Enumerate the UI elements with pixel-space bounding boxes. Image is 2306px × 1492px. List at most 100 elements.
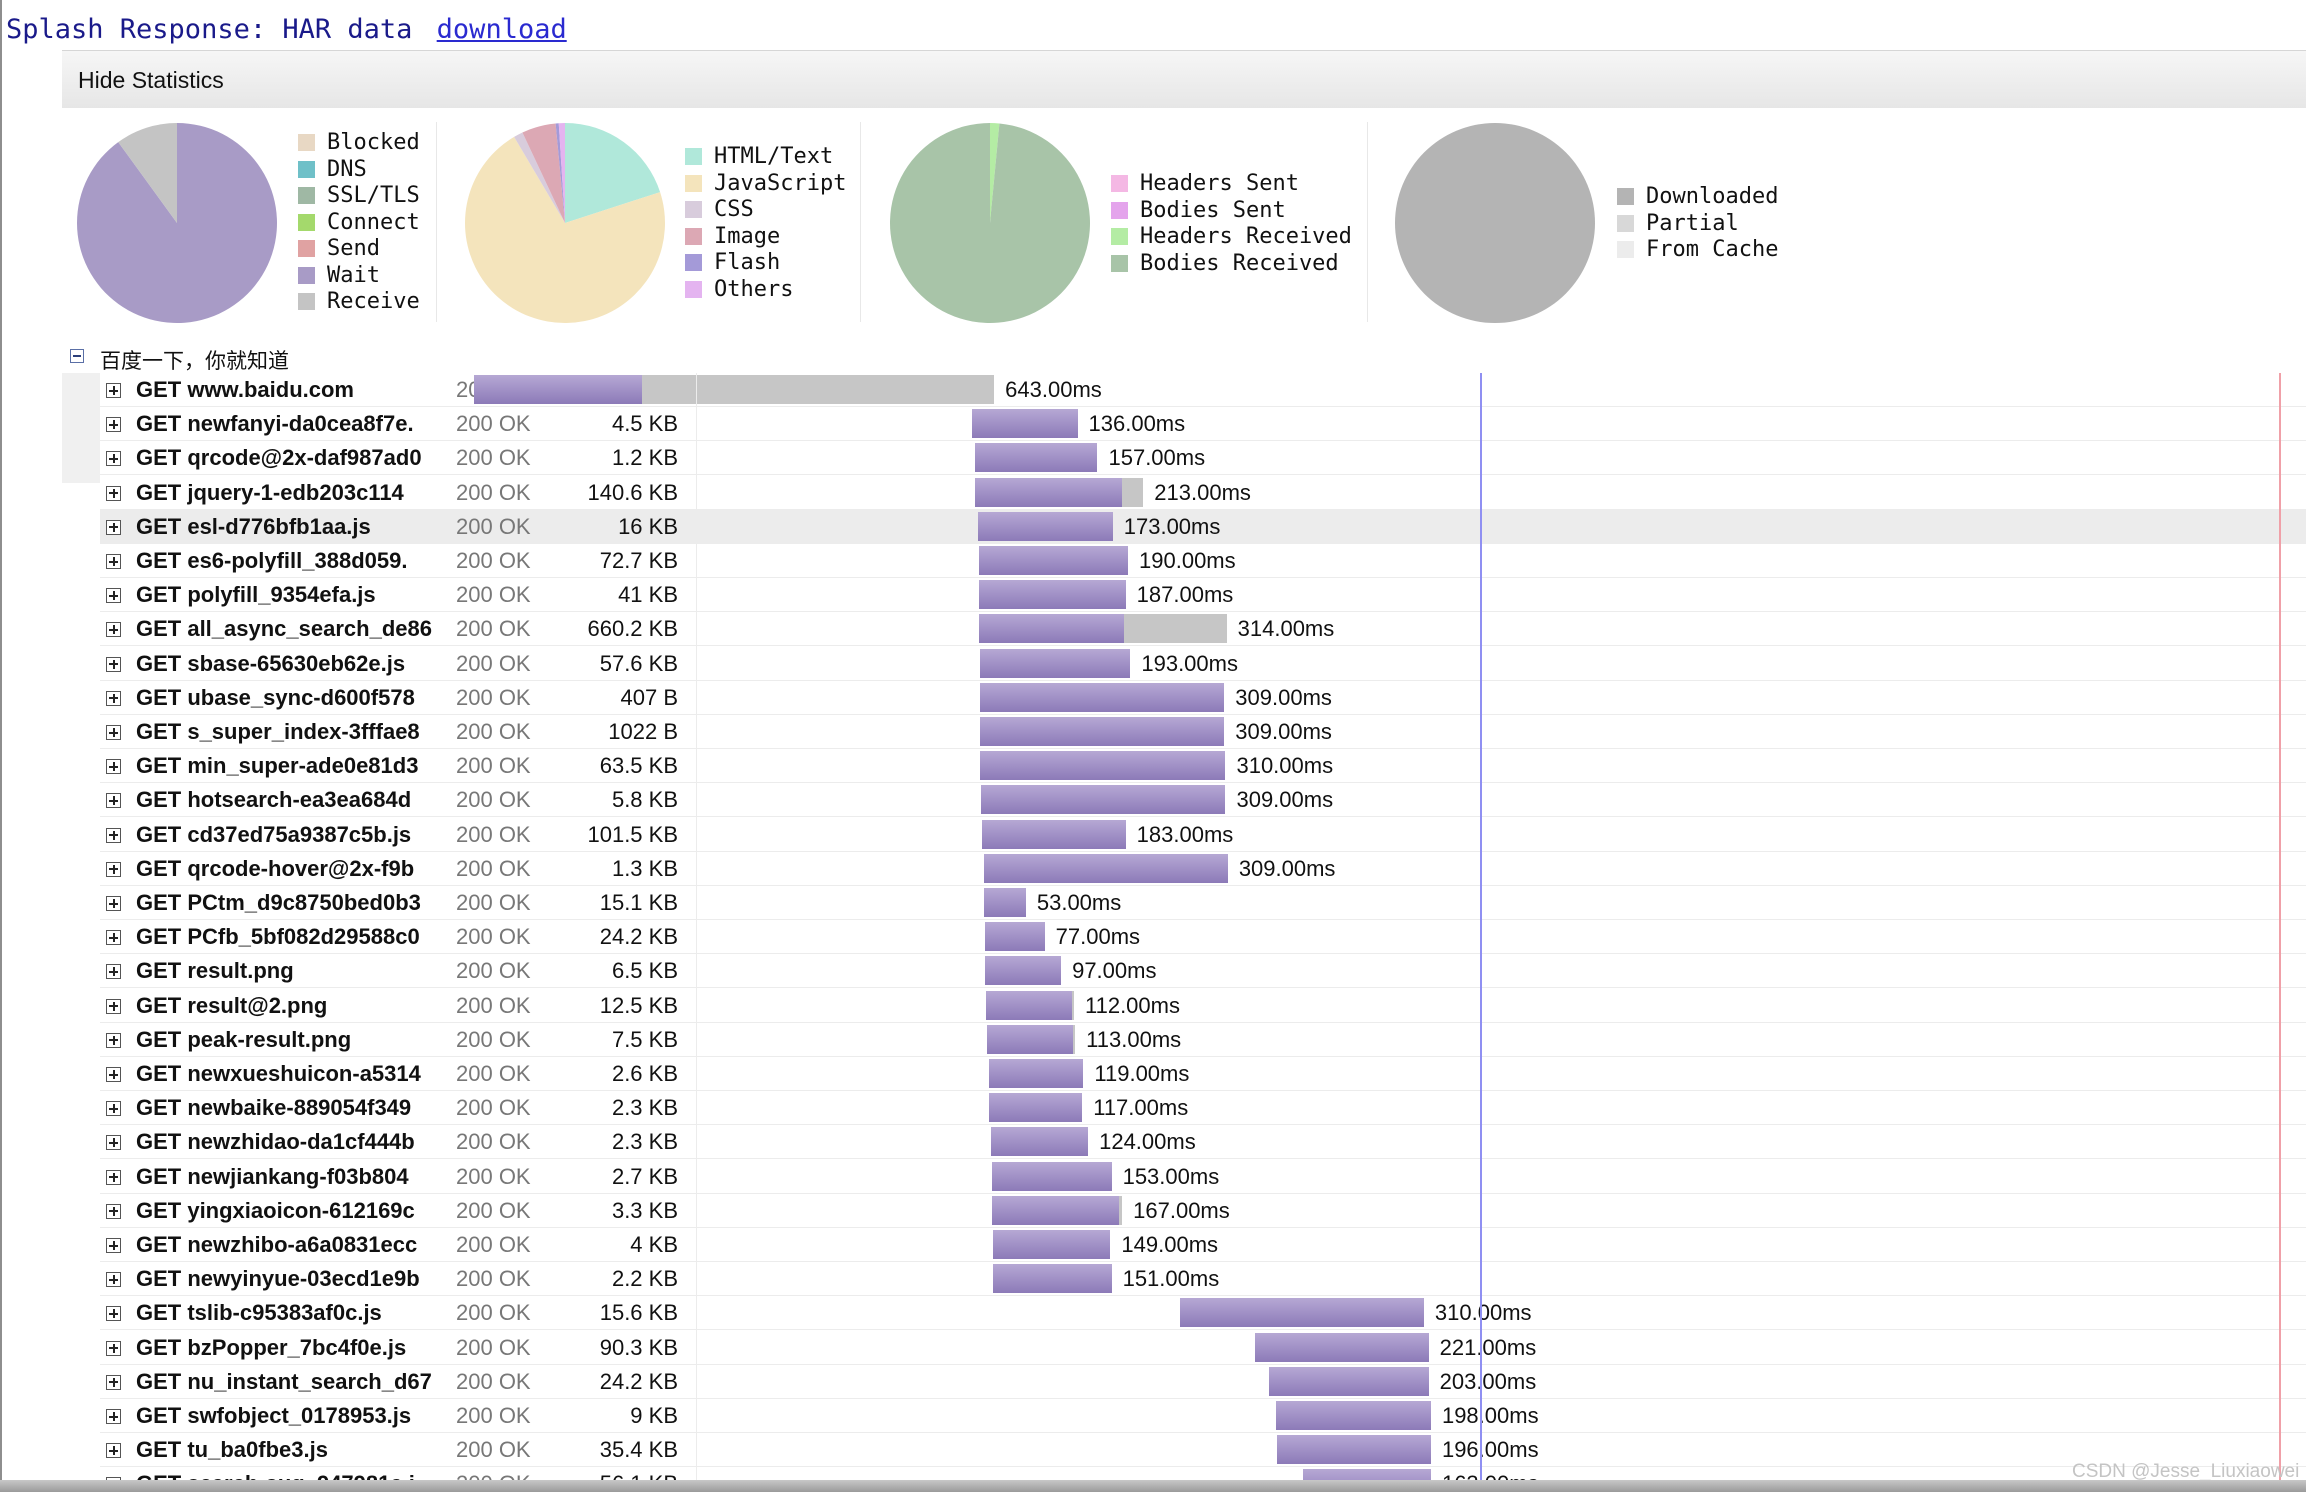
expand-icon[interactable] <box>106 1443 121 1459</box>
request-row[interactable]: GET newzhidao-da1cf444b 200 OK 2.3 KB 124.0… <box>100 1125 2306 1160</box>
expand-icon[interactable] <box>106 1306 121 1322</box>
request-row[interactable]: GET newjiankang-f03b804 200 OK 2.7 KB 153.0… <box>100 1160 2306 1194</box>
timeline-bar[interactable] <box>975 443 1098 473</box>
timeline-bar[interactable] <box>980 648 1131 678</box>
timeline-bar[interactable] <box>984 922 1045 952</box>
timeline-bar[interactable] <box>983 853 1228 883</box>
download-link[interactable]: download <box>436 14 567 45</box>
timeline-bar[interactable] <box>474 375 995 404</box>
expand-icon[interactable] <box>106 383 121 398</box>
timeline-bar[interactable] <box>984 956 1062 986</box>
timeline-bar[interactable] <box>980 682 1225 712</box>
expand-icon[interactable] <box>106 1409 121 1424</box>
expand-icon[interactable] <box>106 451 121 467</box>
expand-icon[interactable] <box>106 1203 121 1219</box>
timeline-bar[interactable] <box>989 1093 1083 1123</box>
timeline-bar[interactable] <box>992 1230 1111 1259</box>
request-row[interactable]: GET bzPopper_7bc4f0e.js 200 OK 90.3 KB 221.… <box>100 1331 2306 1365</box>
timeline-bar[interactable] <box>992 1264 1112 1294</box>
expand-icon[interactable] <box>106 554 121 569</box>
timeline-bar[interactable] <box>1254 1332 1429 1362</box>
request-row[interactable]: GET yingxiaoicon-612169c 200 OK 3.3 KB 167.… <box>100 1194 2306 1228</box>
page-group-row[interactable]: 百度一下，你就知道 <box>62 342 2306 373</box>
request-row[interactable]: GET es6-polyfill_388d059. 200 OK 72.7 KB 19… <box>100 544 2306 578</box>
timeline-bar[interactable] <box>1275 1401 1431 1430</box>
request-row[interactable]: GET tslib-c95383af0c.js 200 OK 15.6 KB 310.… <box>100 1296 2306 1331</box>
request-row[interactable]: GET search-sug_947981a.j200 OK 56.1 KB 163… <box>100 1467 2306 1480</box>
expand-icon[interactable] <box>106 1032 121 1048</box>
request-row[interactable]: GET PCtm_d9c8750bed0b3 200 OK 15.1 KB 53.00… <box>100 886 2306 920</box>
expand-icon[interactable] <box>106 1477 121 1480</box>
expand-icon[interactable] <box>106 827 121 843</box>
timeline-bar[interactable] <box>975 477 1144 507</box>
request-row[interactable]: GET min_super-ade0e81d3 200 OK 63.5 KB 310.… <box>100 749 2306 784</box>
timeline-bar[interactable] <box>982 819 1126 849</box>
request-row[interactable]: GET PCfb_5bf082d29588c0 200 OK 24.2 KB 77.0… <box>100 920 2306 955</box>
request-row[interactable]: GET newbaike-889054f349 200 OK 2.3 KB 117.0… <box>100 1091 2306 1126</box>
expand-icon[interactable] <box>106 588 121 604</box>
request-row[interactable]: GET newfanyi-da0cea8f7e. 200 OK 4.5 KB 136.… <box>100 407 2306 442</box>
expand-icon[interactable] <box>106 690 121 706</box>
timeline-bar[interactable] <box>983 888 1026 917</box>
timeline-bar[interactable] <box>1179 1298 1424 1328</box>
request-row[interactable]: GET qrcode-hover@2x-f9b 200 OK 1.3 KB 309.0… <box>100 852 2306 886</box>
expand-icon[interactable] <box>106 1067 121 1082</box>
request-row[interactable]: GET qrcode@2x-daf987ad0 200 OK 1.2 KB 157.0… <box>100 441 2306 476</box>
timeline-bar[interactable] <box>1277 1435 1431 1465</box>
expand-icon[interactable] <box>106 759 121 775</box>
request-row[interactable]: GET result.png 200 OK 6.5 KB 97.00ms <box>100 954 2306 989</box>
timeline-bar[interactable] <box>991 1195 1123 1225</box>
request-row[interactable]: GET polyfill_9354efa.js 200 OK 41 KB 187.00… <box>100 578 2306 613</box>
expand-icon[interactable] <box>106 622 121 638</box>
expand-icon[interactable] <box>106 998 121 1014</box>
request-row[interactable]: GET sbase-65630eb62e.js 200 OK 57.6 KB 193.… <box>100 647 2306 681</box>
expand-icon[interactable] <box>106 1101 121 1117</box>
timeline-bar[interactable] <box>987 1024 1076 1054</box>
expand-icon[interactable] <box>106 1169 121 1185</box>
request-row[interactable]: GET hotsearch-ea3ea684d 200 OK 5.8 KB 309.0… <box>100 783 2306 818</box>
collapse-icon[interactable] <box>70 349 84 363</box>
expand-icon[interactable] <box>106 1135 121 1151</box>
request-row[interactable]: GET result@2.png 200 OK 12.5 KB 112.00ms <box>100 989 2306 1023</box>
timeline-bar[interactable] <box>977 511 1113 541</box>
timeline-bar[interactable] <box>980 751 1226 781</box>
request-row[interactable]: GET newzhibo-a6a0831ecc 200 OK 4 KB 149.00m… <box>100 1228 2306 1262</box>
request-row[interactable]: GET newyinyue-03ecd1e9b 200 OK 2.2 KB 151.0… <box>100 1262 2306 1297</box>
expand-icon[interactable] <box>106 930 121 946</box>
expand-icon[interactable] <box>106 861 121 877</box>
timeline-bar[interactable] <box>980 717 1225 746</box>
timeline-bar[interactable] <box>1268 1366 1429 1396</box>
request-row[interactable]: GET nu_instant_search_d67 200 OK 24.2 KB 20… <box>100 1365 2306 1399</box>
request-row[interactable]: GET ubase_sync-d600f578 200 OK 407 B 309.00… <box>100 681 2306 715</box>
expand-icon[interactable] <box>106 485 121 501</box>
expand-icon[interactable] <box>106 725 121 740</box>
timeline-bar[interactable] <box>1302 1469 1431 1480</box>
request-row[interactable]: GET cd37ed75a9387c5b.js 200 OK 101.5 KB 183… <box>100 818 2306 852</box>
timeline-bar[interactable] <box>978 614 1227 644</box>
expand-icon[interactable] <box>106 519 121 535</box>
request-row[interactable]: GET tu_ba0fbe3.js 200 OK 35.4 KB 196.00ms <box>100 1433 2306 1468</box>
request-row[interactable]: GET www.baidu.com200 OK397 KB643.00ms <box>100 373 2306 407</box>
timeline-bar[interactable] <box>989 1059 1084 1088</box>
timeline-bar[interactable] <box>985 990 1074 1020</box>
timeline-bar[interactable] <box>971 409 1078 439</box>
request-row[interactable]: GET newxueshuicon-a5314 200 OK 2.6 KB 119.0… <box>100 1057 2306 1091</box>
request-row[interactable]: GET swfobject_0178953.js 200 OK 9 KB 198.00… <box>100 1399 2306 1433</box>
request-row[interactable]: GET peak-result.png 200 OK 7.5 KB 113.00ms <box>100 1023 2306 1057</box>
request-row[interactable]: GET s_super_index-3fffae8 200 OK 1022 B 309… <box>100 715 2306 749</box>
timeline-bar[interactable] <box>978 546 1128 575</box>
expand-icon[interactable] <box>106 1374 121 1390</box>
timeline-bar[interactable] <box>978 580 1126 610</box>
request-row[interactable]: GET jquery-1-edb203c114 200 OK 140.6 KB 213… <box>100 476 2306 510</box>
expand-icon[interactable] <box>106 964 121 980</box>
expand-icon[interactable] <box>106 417 121 433</box>
request-row[interactable]: GET all_async_search_de86 200 OK 660.2 KB 3… <box>100 612 2306 647</box>
expand-icon[interactable] <box>106 1272 121 1288</box>
expand-icon[interactable] <box>106 896 121 911</box>
expand-icon[interactable] <box>106 1340 121 1356</box>
expand-icon[interactable] <box>106 656 121 672</box>
expand-icon[interactable] <box>106 1238 121 1253</box>
expand-icon[interactable] <box>106 793 121 809</box>
request-row[interactable]: GET esl-d776bfb1aa.js 200 OK 16 KB 173.00ms <box>100 509 2306 544</box>
timeline-bar[interactable] <box>991 1161 1112 1191</box>
